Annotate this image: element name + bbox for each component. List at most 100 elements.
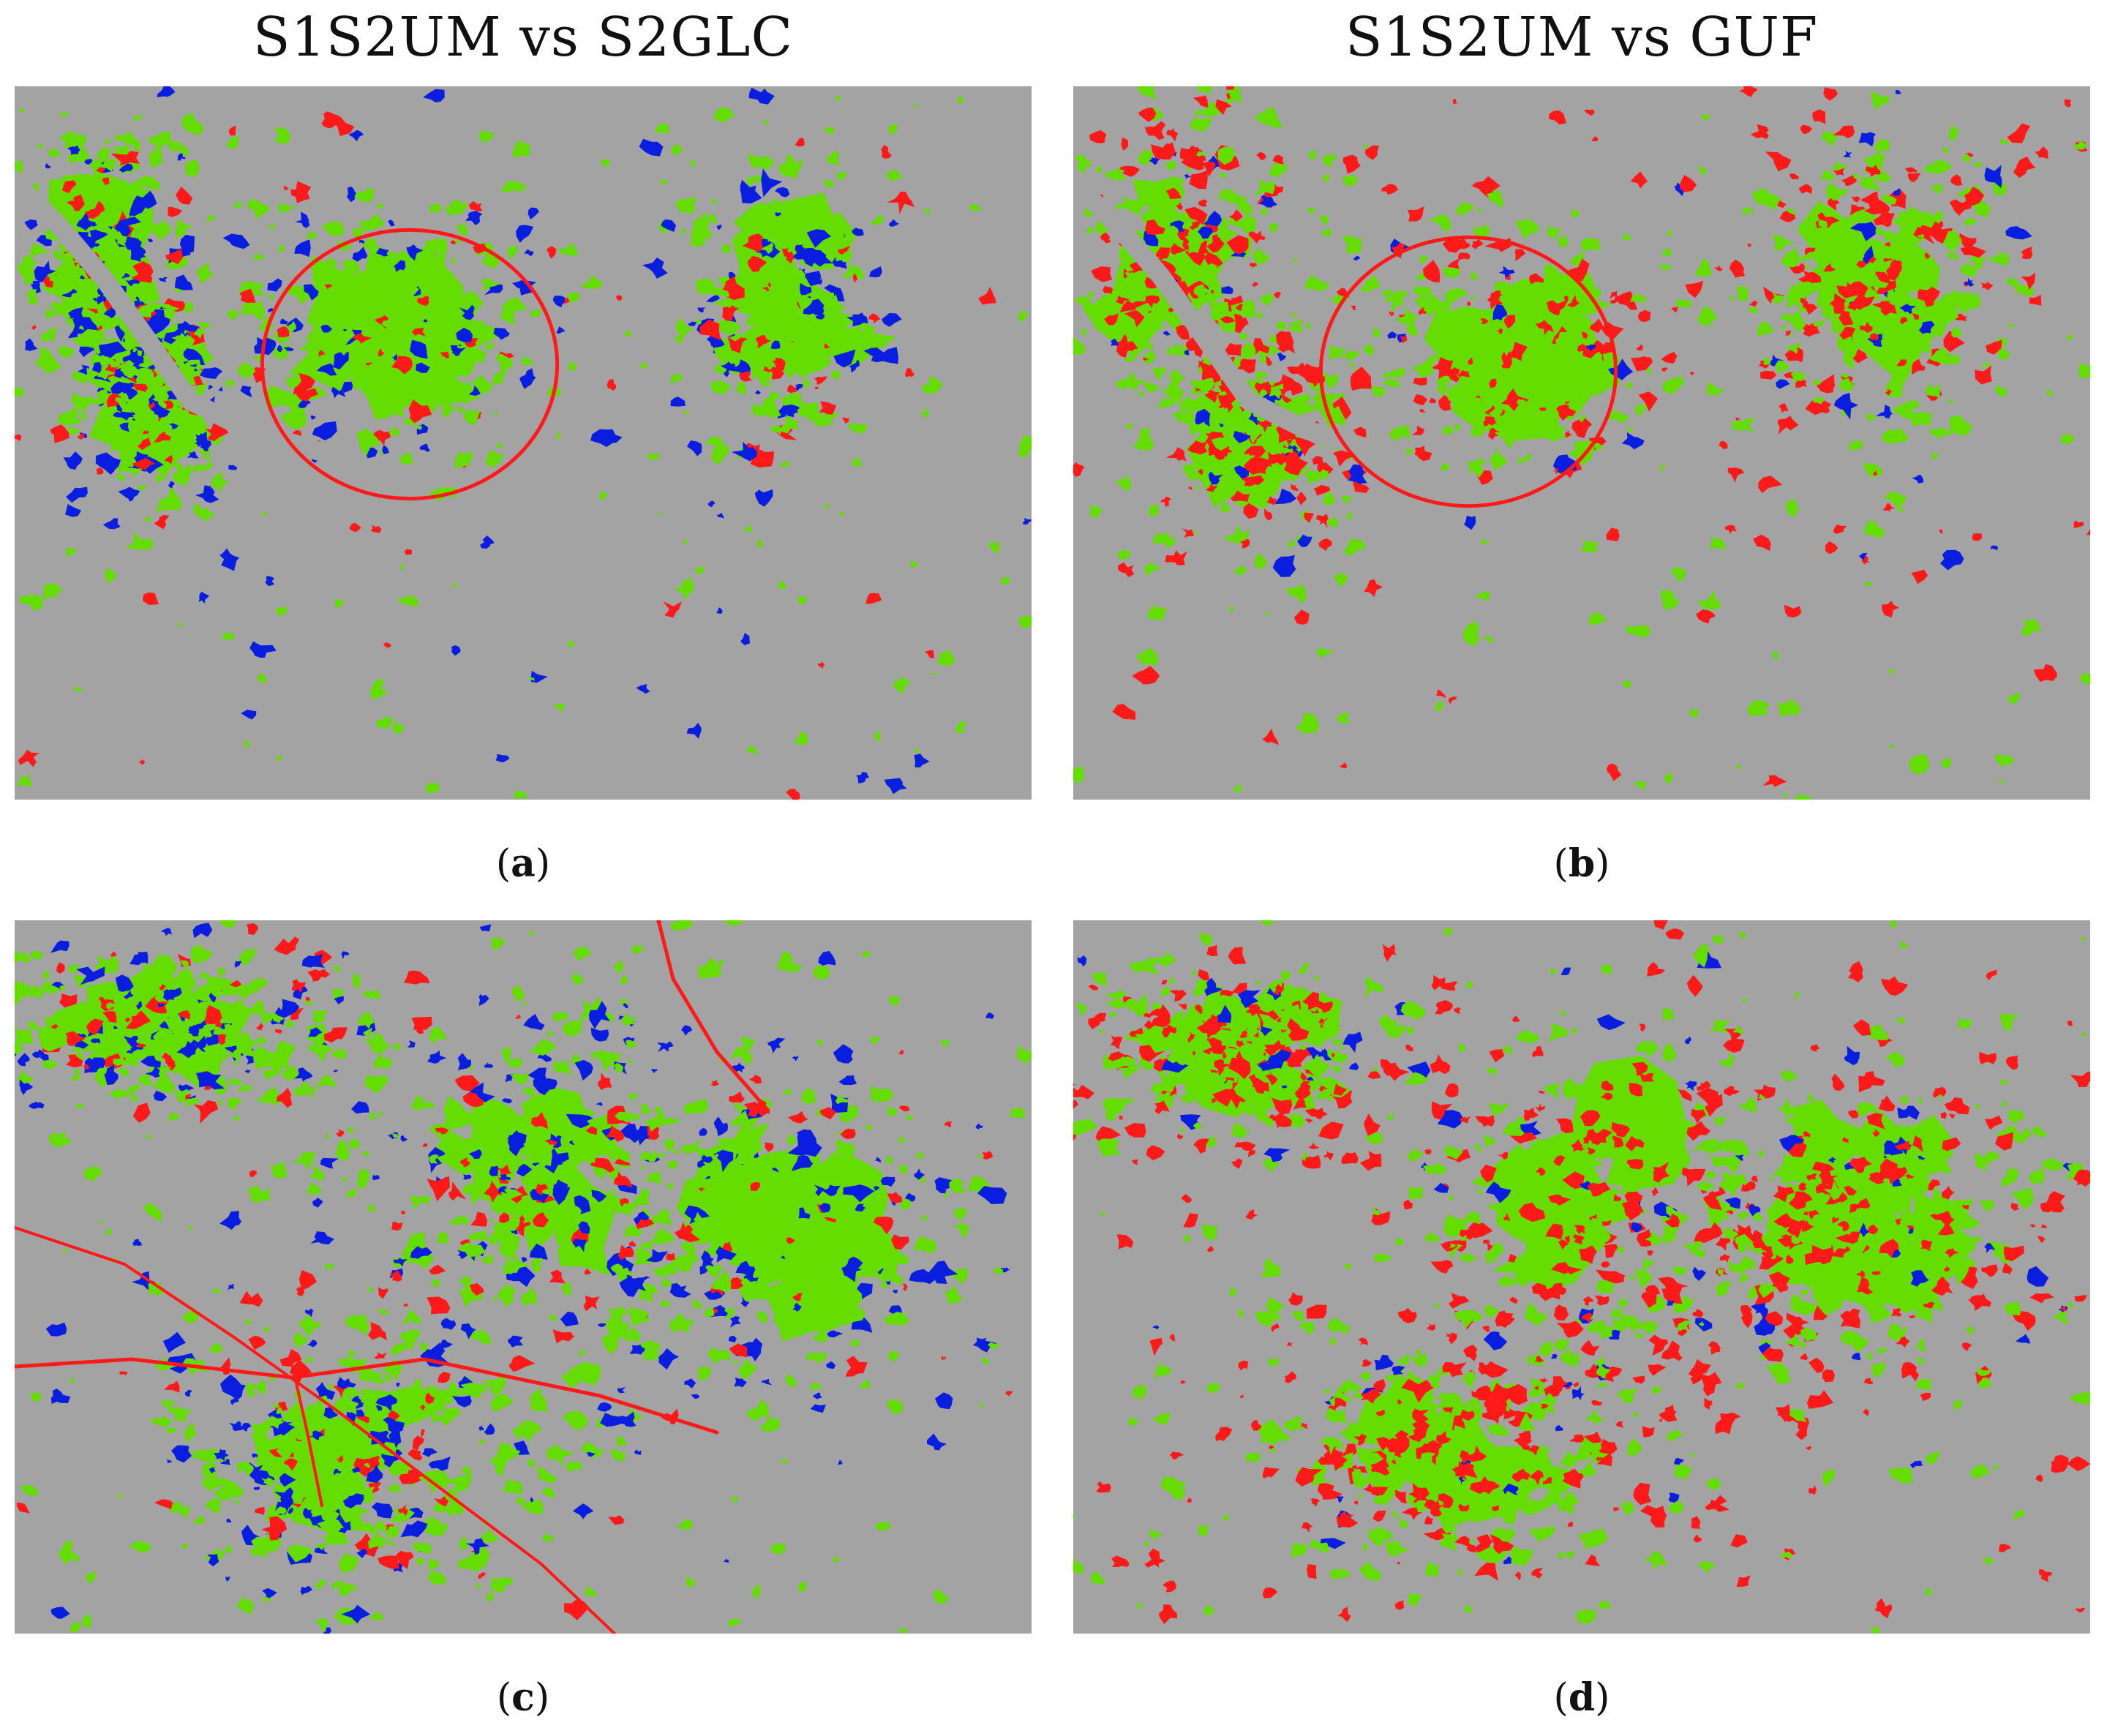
- map-agreement-area: [832, 1556, 840, 1563]
- map-agreement-area: [444, 206, 458, 216]
- map-agreement-area: [1948, 398, 1955, 403]
- map-agreement-area: [1446, 385, 1473, 402]
- map-agreement-area: [1221, 218, 1228, 227]
- map-agreement-area: [1472, 223, 1492, 239]
- map-agreement-area: [1738, 931, 1747, 939]
- map-agreement-area: [1588, 612, 1607, 625]
- map-agreement-area: [219, 920, 237, 929]
- map-s1s2um-only-area: [818, 950, 836, 966]
- map-agreement-area: [402, 298, 416, 308]
- map-reference-only-area: [1170, 243, 1187, 254]
- map-agreement-area: [1863, 462, 1883, 478]
- map-reference-only-area: [1104, 313, 1119, 326]
- map-agreement-area: [940, 1040, 950, 1046]
- map-reference-only-area: [1131, 1159, 1139, 1165]
- map-reference-only-area: [818, 661, 825, 669]
- map-agreement-area: [1119, 260, 1134, 272]
- map-agreement-area: [190, 1448, 217, 1464]
- map-agreement-area: [749, 1181, 788, 1217]
- map-agreement-area: [923, 375, 943, 394]
- map-agreement-area: [198, 322, 210, 328]
- map-reference-only-area: [1169, 1451, 1184, 1459]
- map-agreement-area: [378, 356, 385, 364]
- map-reference-only-area: [1610, 298, 1619, 304]
- map-agreement-area: [67, 964, 80, 974]
- map-reference-only-area: [398, 1504, 408, 1517]
- map-agreement-area: [354, 187, 375, 203]
- map-agreement-area: [506, 1211, 512, 1216]
- map-reference-only-area: [771, 358, 786, 372]
- map-agreement-area: [1520, 279, 1528, 286]
- map-s1s2um-only-area: [1897, 1107, 1909, 1119]
- map-agreement-area: [265, 1505, 279, 1524]
- map-agreement-area: [353, 972, 361, 990]
- map-agreement-area: [1741, 999, 1748, 1003]
- map-agreement-area: [906, 1115, 914, 1121]
- map-agreement-area: [733, 1102, 740, 1108]
- map-reference-only-area: [85, 200, 111, 223]
- map-s1s2um-only-area: [177, 320, 200, 334]
- map-agreement-area: [1283, 1416, 1304, 1432]
- map-s1s2um-only-area: [140, 249, 146, 253]
- map-s1s2um-only-area: [686, 723, 702, 739]
- map-agreement-area: [1298, 1321, 1315, 1335]
- map-agreement-area: [579, 1107, 596, 1119]
- map-s1s2um-only-area: [283, 347, 294, 352]
- map-agreement-area: [378, 1455, 390, 1470]
- map-agreement-area: [1136, 427, 1155, 453]
- map-agreement-area: [1626, 1438, 1642, 1457]
- map-agreement-area: [388, 1343, 409, 1356]
- map-agreement-area: [525, 1088, 535, 1095]
- map-agreement-area: [1710, 1209, 1730, 1222]
- map-agreement-area: [1918, 312, 1928, 319]
- map-agreement-area: [64, 1007, 75, 1021]
- map-agreement-area: [784, 1302, 789, 1306]
- map-agreement-area: [865, 1124, 874, 1130]
- map-reference-only-area: [1220, 316, 1236, 324]
- map-reference-only-area: [666, 1252, 676, 1261]
- map-s1s2um-only-area: [35, 1049, 45, 1056]
- map-s1s2um-only-area: [162, 1331, 186, 1353]
- map-reference-only-area: [1389, 311, 1394, 317]
- map-agreement-area: [1359, 1561, 1382, 1582]
- map-reference-only-area: [336, 1129, 345, 1137]
- map-agreement-area: [991, 1265, 1004, 1275]
- map-s1s2um-only-area: [661, 219, 677, 232]
- map-agreement-area: [1882, 429, 1904, 444]
- map-reference-only-area: [1370, 1457, 1390, 1476]
- map-agreement-area: [1553, 1470, 1564, 1477]
- map-agreement-area: [689, 160, 696, 167]
- map-s1s2um-only-area: [50, 1607, 70, 1619]
- map-agreement-area: [2079, 673, 2090, 685]
- map-agreement-area: [1498, 1466, 1511, 1473]
- map-agreement-area: [1217, 221, 1239, 244]
- map-agreement-area: [1889, 744, 1895, 750]
- map-agreement-area: [537, 1203, 543, 1207]
- map-reference-only-area: [1413, 394, 1428, 406]
- map-s1s2um-only-area: [566, 1113, 597, 1129]
- map-agreement-area: [467, 1065, 474, 1070]
- map-reference-only-area: [1880, 300, 1891, 307]
- map-agreement-area: [1386, 1113, 1395, 1120]
- map-agreement-area: [1229, 216, 1257, 234]
- map-agreement-area: [933, 1590, 950, 1604]
- map-agreement-area: [198, 971, 210, 979]
- map-agreement-area: [1660, 1216, 1672, 1225]
- map-agreement-area: [1273, 462, 1281, 467]
- map-s1s2um-only-area: [274, 1487, 294, 1508]
- map-agreement-area: [114, 135, 124, 142]
- map-agreement-area: [1740, 1277, 1748, 1282]
- map-s1s2um-only-area: [650, 1068, 658, 1073]
- map-s1s2um-only-area: [934, 1392, 953, 1410]
- map-s1s2um-only-area: [393, 1258, 407, 1267]
- map-agreement-area: [1236, 1026, 1260, 1042]
- map-agreement-area: [1596, 1383, 1608, 1389]
- map-agreement-area: [373, 1054, 392, 1070]
- map-reference-only-area: [710, 1080, 719, 1086]
- map-reference-only-area: [1582, 339, 1607, 358]
- map-reference-only-area: [838, 246, 851, 255]
- map-agreement-area: [179, 145, 189, 157]
- map-agreement-area: [1322, 373, 1339, 388]
- map-reference-only-area: [96, 467, 104, 475]
- map-agreement-area: [353, 1429, 358, 1433]
